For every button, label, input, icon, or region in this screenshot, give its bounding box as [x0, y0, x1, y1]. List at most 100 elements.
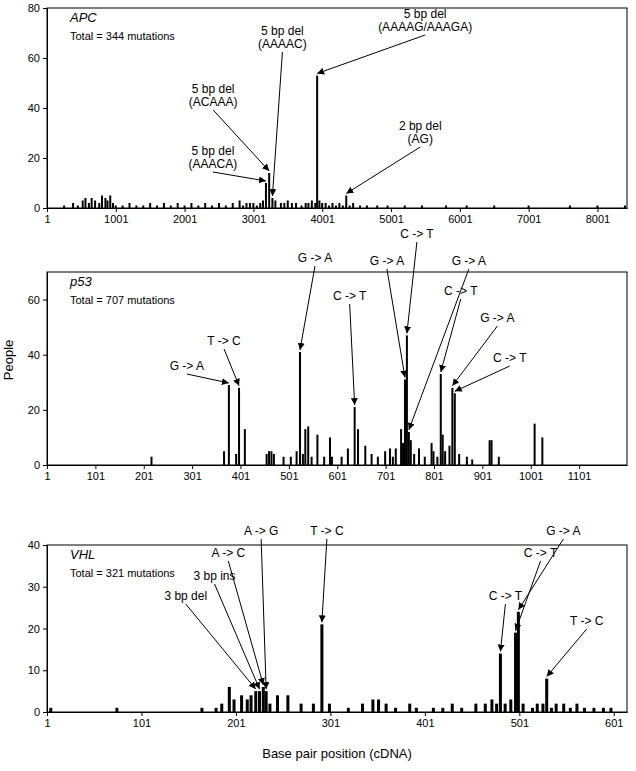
- bar: [228, 385, 230, 465]
- tick-label: 7001: [517, 213, 541, 225]
- bar: [345, 196, 347, 209]
- annotation-arrow: [187, 374, 229, 383]
- bar: [190, 203, 192, 208]
- annotation-arrow: [317, 35, 425, 74]
- bar: [404, 380, 406, 465]
- bar: [268, 173, 270, 208]
- tick-label: 201: [135, 470, 153, 482]
- tick: 201: [135, 465, 153, 482]
- annotation: T -> C: [547, 614, 604, 677]
- bar: [287, 201, 289, 209]
- tick-label: 101: [133, 717, 151, 729]
- annotation-arrow: [455, 366, 510, 391]
- bar: [91, 198, 93, 208]
- bar: [271, 198, 273, 208]
- bar: [276, 695, 279, 712]
- annotation-label: 5 bp del: [404, 7, 447, 21]
- annotation-arrow: [322, 539, 327, 622]
- bar: [408, 432, 410, 465]
- bar: [424, 457, 426, 465]
- bar: [431, 443, 433, 465]
- bar: [357, 429, 359, 465]
- annotation: G -> A: [452, 311, 514, 386]
- tick-mark: [43, 545, 47, 546]
- bar: [304, 429, 306, 465]
- bar: [320, 624, 323, 712]
- bar: [329, 437, 331, 465]
- bar: [283, 203, 285, 208]
- bar: [84, 198, 86, 208]
- bar: [245, 203, 247, 208]
- bar: [354, 407, 356, 465]
- tick: 101: [133, 712, 151, 729]
- tick: 101: [87, 465, 105, 482]
- bar: [239, 201, 241, 209]
- frame: [47, 272, 627, 465]
- bar: [413, 454, 415, 465]
- annotation-label: (AAACA): [189, 157, 238, 171]
- tick: 1001: [519, 465, 543, 482]
- bar: [323, 457, 325, 465]
- annotation-label: 3 bp del: [164, 589, 207, 603]
- bar: [392, 457, 394, 465]
- bar: [331, 457, 333, 465]
- tick-label: 6001: [448, 213, 472, 225]
- bar: [534, 424, 536, 465]
- bar: [408, 704, 411, 712]
- bar: [235, 454, 237, 465]
- tick: 1001: [104, 208, 128, 225]
- bar: [451, 388, 453, 465]
- bar: [265, 691, 268, 712]
- bars: [63, 76, 626, 209]
- tick-mark: [192, 465, 193, 469]
- annotation: 3 bp del: [164, 589, 255, 689]
- bar: [514, 633, 517, 712]
- annotation: 5 bp del(AAAAG/AAAGA): [317, 7, 472, 74]
- panel: 1101201301401501601010203040VHLTotal = 3…: [28, 524, 628, 729]
- tick-mark: [95, 465, 96, 469]
- bar: [163, 203, 165, 208]
- bar: [149, 203, 151, 208]
- annotation-label: (AG): [408, 132, 433, 146]
- tick-mark: [434, 465, 435, 469]
- bar: [415, 708, 418, 712]
- bar: [440, 374, 442, 465]
- annotation: G -> A: [170, 359, 229, 383]
- bar: [474, 704, 477, 712]
- bar: [109, 196, 111, 209]
- tick-mark: [322, 208, 323, 212]
- annotation-label: C -> T: [524, 546, 558, 560]
- annotation-arrow: [407, 242, 417, 333]
- bar: [286, 695, 289, 712]
- annotation-label: (AAAAG/AAAGA): [378, 20, 472, 34]
- tick-label: 2001: [173, 213, 197, 225]
- tick-label: 0: [34, 706, 40, 718]
- tick: 0: [34, 706, 47, 718]
- annotation-arrow: [452, 326, 497, 386]
- annotation-arrow: [213, 110, 269, 171]
- tick-mark: [47, 712, 48, 716]
- tick-mark: [43, 712, 47, 713]
- figure: 1100120013001400150016001700180010204060…: [0, 0, 636, 771]
- tick-label: 201: [227, 717, 245, 729]
- tick: 4001: [310, 208, 334, 225]
- annotation-arrow: [272, 52, 282, 196]
- annotation-label: (AAAAC): [258, 37, 307, 51]
- bar: [200, 708, 203, 712]
- bar: [307, 203, 309, 208]
- bar: [436, 457, 438, 465]
- bar: [115, 708, 118, 712]
- bar: [94, 201, 96, 209]
- tick-mark: [144, 465, 145, 469]
- bar: [104, 198, 106, 208]
- annotation-label: 3 bp ins: [194, 569, 236, 583]
- bar: [364, 446, 366, 465]
- bar: [88, 203, 90, 208]
- tick: 7001: [517, 208, 541, 225]
- tick-label: 0: [34, 459, 40, 471]
- tick: 0: [34, 202, 47, 214]
- bar: [498, 457, 500, 465]
- annotation-arrow: [300, 266, 315, 350]
- bar: [454, 393, 456, 465]
- bar: [223, 451, 225, 465]
